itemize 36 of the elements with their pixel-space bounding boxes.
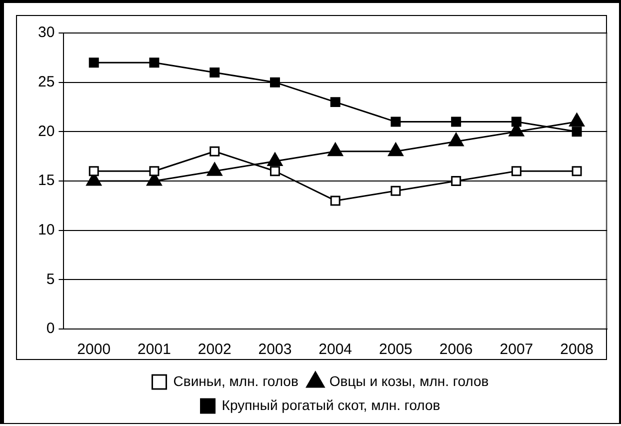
x-tick-label: 2007 xyxy=(500,341,534,358)
point xyxy=(88,58,99,68)
x-tick-label: 2006 xyxy=(439,341,473,358)
point xyxy=(390,116,401,127)
point xyxy=(330,97,340,108)
x-tick-label: 2004 xyxy=(318,341,352,358)
x-tick-label: 2000 xyxy=(77,341,111,358)
y-tick-label: 0 xyxy=(46,320,55,338)
point xyxy=(572,126,582,137)
point xyxy=(149,58,160,68)
legend-label: Свиньи, млн. голов xyxy=(173,372,298,389)
legend-label: Крупный рогатый скот, млн. голов xyxy=(222,396,440,413)
point xyxy=(572,166,582,176)
x-tick-label: 2003 xyxy=(258,341,292,358)
x-tick-label: 2002 xyxy=(198,341,232,358)
point xyxy=(390,186,401,196)
point xyxy=(330,196,340,206)
y-tick-label: 30 xyxy=(38,24,55,42)
legend-label: Овцы и козы, млн. голов xyxy=(329,372,489,389)
point xyxy=(210,146,220,156)
point xyxy=(451,116,462,127)
y-tick-label: 20 xyxy=(38,122,55,140)
y-tick-label: 15 xyxy=(38,172,55,190)
y-tick-label: 5 xyxy=(46,270,55,288)
y-tick-label: 25 xyxy=(38,73,55,90)
point xyxy=(270,166,280,176)
x-tick-label: 2005 xyxy=(379,341,412,358)
point xyxy=(451,176,462,186)
x-tick-label: 2008 xyxy=(560,341,594,358)
point xyxy=(88,166,99,176)
point xyxy=(210,67,220,78)
point xyxy=(270,77,280,88)
y-tick-label: 10 xyxy=(38,221,55,238)
x-tick-label: 2001 xyxy=(138,341,171,358)
point xyxy=(511,166,522,176)
point xyxy=(149,166,160,176)
